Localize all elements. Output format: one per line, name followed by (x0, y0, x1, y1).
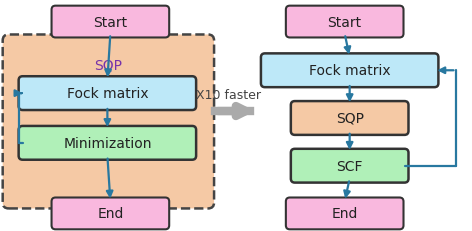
Text: SQP: SQP (336, 112, 363, 125)
FancyBboxPatch shape (286, 7, 404, 38)
FancyBboxPatch shape (291, 102, 408, 135)
FancyBboxPatch shape (286, 198, 404, 229)
FancyBboxPatch shape (51, 198, 169, 229)
Text: End: End (97, 207, 124, 220)
Text: Minimization: Minimization (63, 136, 152, 150)
Text: Start: Start (328, 15, 362, 29)
Text: Start: Start (93, 15, 127, 29)
FancyBboxPatch shape (261, 54, 438, 88)
FancyBboxPatch shape (18, 77, 196, 111)
FancyBboxPatch shape (291, 149, 408, 183)
Text: Fock matrix: Fock matrix (67, 87, 148, 101)
Text: SQP: SQP (94, 58, 122, 72)
Text: X10 faster: X10 faster (195, 89, 261, 102)
Text: Fock matrix: Fock matrix (309, 64, 390, 78)
Text: End: End (331, 207, 358, 220)
FancyBboxPatch shape (3, 35, 214, 209)
FancyBboxPatch shape (51, 7, 169, 38)
FancyBboxPatch shape (18, 126, 196, 160)
Text: SCF: SCF (337, 159, 363, 173)
